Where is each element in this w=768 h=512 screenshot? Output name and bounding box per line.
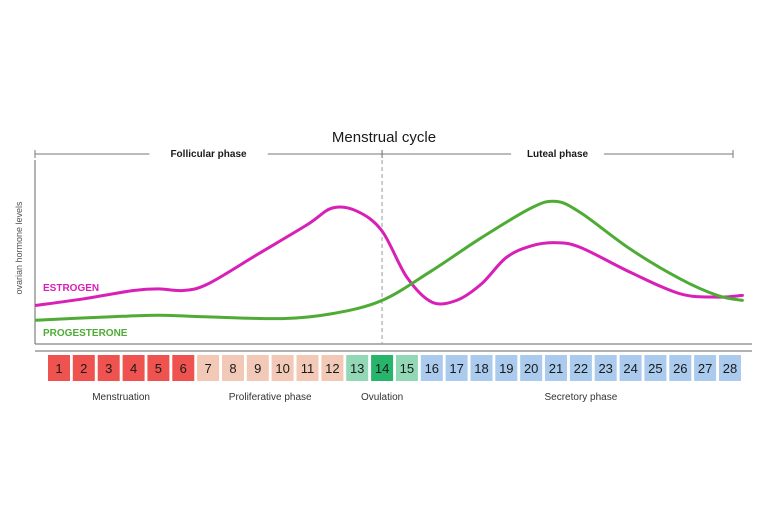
- day-box: [48, 355, 70, 381]
- day-number: 8: [229, 361, 236, 376]
- bottom-phase-label: Ovulation: [361, 392, 403, 403]
- bottom-phase-label: Secretory phase: [544, 392, 617, 403]
- day-box: [594, 355, 617, 381]
- day-number: 22: [574, 361, 588, 376]
- day-number: 17: [449, 361, 463, 376]
- day-box: [97, 355, 120, 381]
- day-box: [445, 355, 468, 381]
- series-label-estrogen: ESTROGEN: [43, 283, 99, 294]
- day-number: 14: [375, 361, 389, 376]
- day-number: 1: [55, 361, 62, 376]
- day-box: [395, 355, 418, 381]
- day-number: 26: [673, 361, 687, 376]
- day-number: 2: [80, 361, 87, 376]
- day-box: [197, 355, 220, 381]
- day-box: [122, 355, 145, 381]
- day-number: 23: [598, 361, 612, 376]
- day-number: 18: [474, 361, 488, 376]
- day-box: [321, 355, 344, 381]
- day-box: [246, 355, 269, 381]
- chart-title: Menstrual cycle: [332, 129, 436, 146]
- day-box: [495, 355, 518, 381]
- series-line-progesterone: [34, 199, 744, 322]
- day-box: [545, 355, 567, 381]
- day-box: [719, 355, 741, 381]
- day-box: [669, 355, 692, 381]
- y-axis-label: ovarian hormone levels: [14, 201, 24, 295]
- day-box: [420, 355, 443, 381]
- day-box: [72, 355, 95, 381]
- day-number: 7: [204, 361, 211, 376]
- day-number: 5: [155, 361, 162, 376]
- day-box: [470, 355, 493, 381]
- day-box: [569, 355, 592, 381]
- day-number: 4: [130, 361, 137, 376]
- day-number: 3: [105, 361, 112, 376]
- day-box: [271, 355, 294, 381]
- series-line-estrogen: [34, 205, 744, 307]
- day-number: 19: [499, 361, 513, 376]
- series-label-progesterone: PROGESTERONE: [43, 328, 128, 339]
- day-number: 13: [350, 361, 364, 376]
- day-number: 27: [698, 361, 712, 376]
- day-box: [619, 355, 642, 381]
- bottom-phase-label: Proliferative phase: [229, 392, 312, 403]
- day-number: 11: [301, 361, 315, 376]
- day-box: [147, 355, 170, 381]
- day-number: 6: [180, 361, 187, 376]
- day-box: [371, 355, 394, 381]
- day-number: 24: [623, 361, 637, 376]
- day-number: 10: [275, 361, 289, 376]
- day-number: 28: [723, 361, 737, 376]
- top-phase-label: Luteal phase: [527, 149, 589, 160]
- day-box: [296, 355, 319, 381]
- day-number: 21: [549, 361, 563, 376]
- day-box: [694, 355, 717, 381]
- day-number: 12: [325, 361, 339, 376]
- day-box: [222, 355, 244, 381]
- day-number: 15: [400, 361, 414, 376]
- day-box: [644, 355, 667, 381]
- day-box: [172, 355, 195, 381]
- day-number: 9: [254, 361, 261, 376]
- bottom-phase-label: Menstruation: [92, 392, 150, 403]
- top-phase-label: Follicular phase: [170, 149, 247, 160]
- day-box: [520, 355, 543, 381]
- day-number: 25: [648, 361, 662, 376]
- day-number: 16: [425, 361, 439, 376]
- day-number: 20: [524, 361, 538, 376]
- day-box: [346, 355, 369, 381]
